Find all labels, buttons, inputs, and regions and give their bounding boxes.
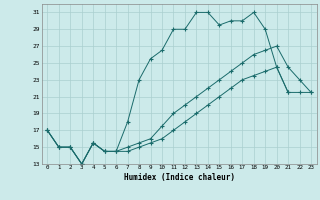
X-axis label: Humidex (Indice chaleur): Humidex (Indice chaleur) (124, 173, 235, 182)
